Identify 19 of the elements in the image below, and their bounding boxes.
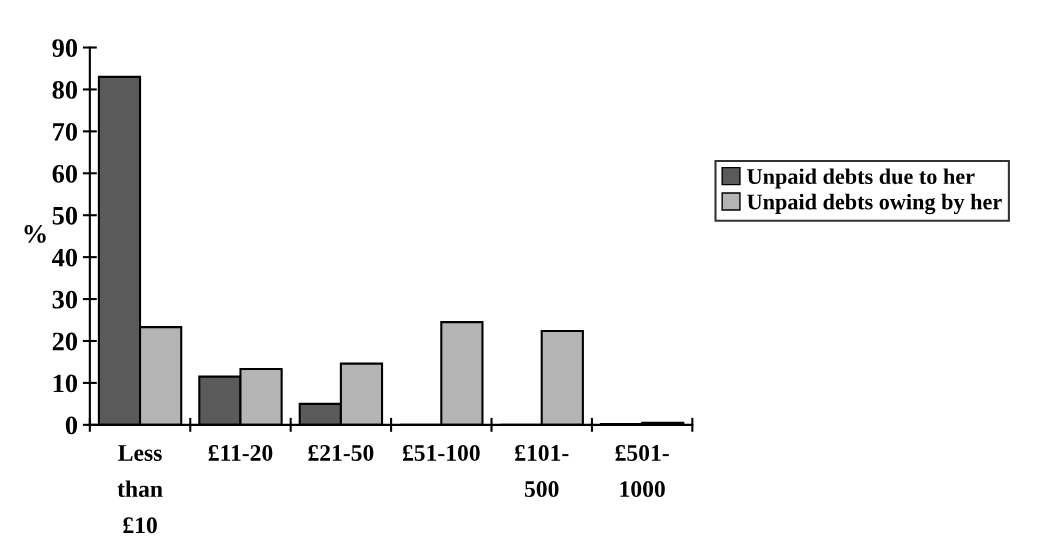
- legend-label: Unpaid debts owing by her: [747, 193, 1002, 215]
- y-tick-label: 90: [52, 39, 78, 57]
- y-tick-label: 50: [52, 206, 78, 225]
- x-tick-label: £21-50: [308, 444, 374, 461]
- x-tick-label: £11-20: [208, 444, 273, 461]
- y-axis-title: %: [24, 224, 46, 243]
- x-tick-label: £51-100: [402, 444, 480, 461]
- y-tick-label: 80: [52, 81, 78, 99]
- y-tick-label: 40: [52, 248, 78, 267]
- x-tick-label: Less than £10: [117, 445, 163, 534]
- y-tick-label: 0: [65, 416, 78, 435]
- y-tick-label: 30: [52, 290, 78, 309]
- y-tick-label: 20: [52, 332, 78, 351]
- x-tick-label: £501- 1000: [615, 444, 669, 498]
- y-tick-label: 70: [53, 122, 78, 141]
- legend-label: Unpaid debts due to her: [747, 168, 975, 189]
- y-tick-label: 60: [52, 164, 78, 183]
- y-tick-label: 10: [53, 374, 78, 393]
- x-tick-label: £101- 500: [515, 444, 569, 498]
